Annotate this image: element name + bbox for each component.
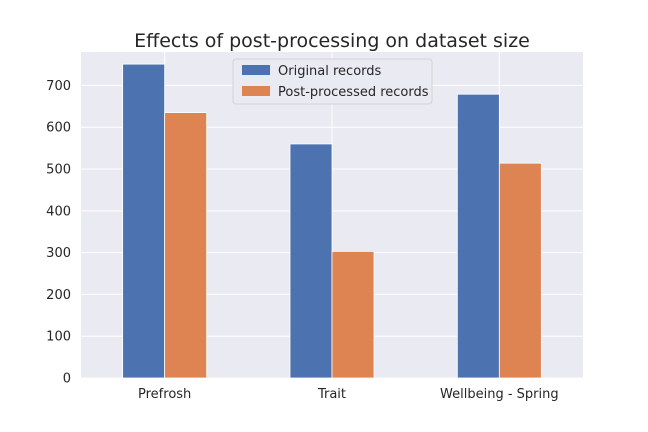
bar-post-processed-0 (164, 112, 208, 379)
y-tick-label: 700 (46, 79, 71, 94)
y-tick-label: 0 (63, 372, 71, 387)
bar-original-0 (122, 63, 166, 379)
y-tick-label: 300 (46, 246, 71, 261)
legend: Original records Post-processed records (232, 58, 433, 105)
x-tick-label: Wellbeing - Spring (440, 387, 559, 402)
y-tick-label: 600 (46, 121, 71, 136)
bar-post-processed-1 (331, 250, 375, 379)
y-tick-label: 100 (46, 330, 71, 345)
y-axis-ticks: 0 100 200 300 400 500 600 700 (46, 79, 71, 387)
legend-swatch (242, 86, 270, 96)
y-tick-label: 200 (46, 288, 71, 303)
bars (122, 63, 542, 379)
x-tick-label: Trait (317, 387, 346, 402)
legend-swatch (242, 65, 270, 75)
y-tick-label: 400 (46, 204, 71, 219)
x-tick-label: Prefrosh (138, 387, 191, 402)
x-axis-ticks: Prefrosh Trait Wellbeing - Spring (138, 387, 559, 402)
legend-box (232, 58, 433, 105)
legend-label: Post-processed records (278, 85, 429, 100)
bar-original-2 (456, 93, 500, 379)
bar-original-1 (289, 143, 333, 379)
bar-post-processed-2 (498, 162, 542, 379)
chart-title: Effects of post-processing on dataset si… (134, 30, 530, 52)
legend-label: Original records (278, 64, 382, 79)
y-tick-label: 500 (46, 163, 71, 178)
